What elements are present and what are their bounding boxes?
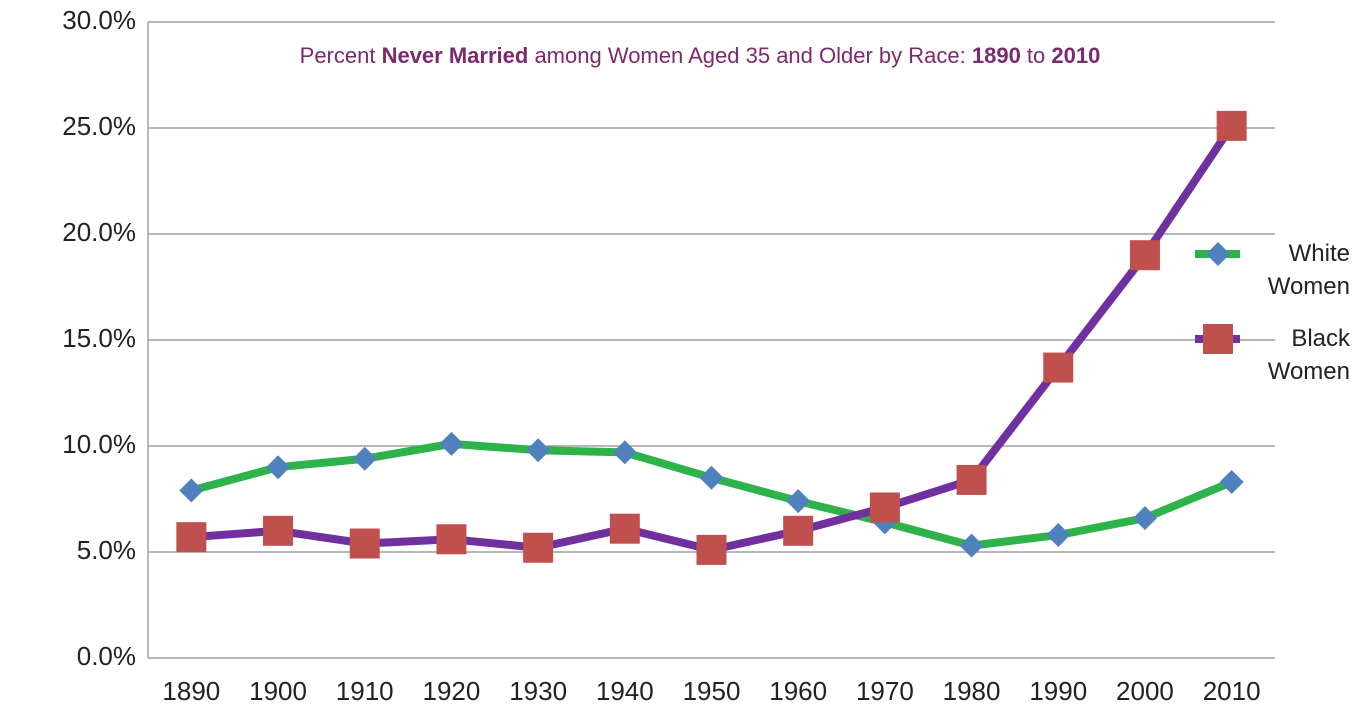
x-tick-label: 1920 bbox=[423, 676, 481, 706]
marker bbox=[699, 465, 724, 490]
title-part: Never Married bbox=[382, 43, 529, 68]
marker bbox=[1046, 523, 1071, 548]
legend-label: Black Women bbox=[1267, 325, 1350, 385]
legend-marker bbox=[1206, 242, 1230, 266]
y-tick-label: 30.0% bbox=[62, 5, 136, 35]
marker bbox=[786, 489, 811, 514]
marker bbox=[176, 522, 207, 553]
x-tick-label: 1980 bbox=[943, 676, 1001, 706]
marker bbox=[869, 492, 900, 523]
y-tick-label: 15.0% bbox=[62, 323, 136, 353]
x-tick-label: 1960 bbox=[769, 676, 827, 706]
marker bbox=[179, 478, 204, 503]
marker bbox=[352, 446, 377, 471]
marker bbox=[266, 455, 291, 480]
x-tick-label: 1970 bbox=[856, 676, 914, 706]
x-tick-label: 1940 bbox=[596, 676, 654, 706]
marker bbox=[1132, 506, 1157, 531]
x-tick-label: 2010 bbox=[1203, 676, 1261, 706]
legend-marker bbox=[1203, 324, 1233, 354]
marker bbox=[526, 438, 551, 463]
marker bbox=[1216, 110, 1247, 141]
y-tick-label: 20.0% bbox=[62, 217, 136, 247]
marker bbox=[956, 464, 987, 495]
marker bbox=[1129, 240, 1160, 271]
title-part: Percent bbox=[300, 43, 382, 68]
x-tick-label: 1890 bbox=[162, 676, 220, 706]
marker bbox=[523, 532, 554, 563]
title-part: to bbox=[1021, 43, 1052, 68]
x-tick-label: 1910 bbox=[336, 676, 394, 706]
title-part: 1890 bbox=[972, 43, 1021, 68]
x-tick-label: 1990 bbox=[1029, 676, 1087, 706]
marker bbox=[696, 534, 727, 565]
marker bbox=[263, 515, 294, 546]
marker bbox=[783, 515, 814, 546]
marker bbox=[349, 528, 380, 559]
marker bbox=[609, 513, 640, 544]
marker bbox=[1219, 470, 1244, 495]
title-part: among Women Aged 35 and Older by Race: bbox=[528, 43, 972, 68]
y-tick-label: 10.0% bbox=[62, 429, 136, 459]
marker bbox=[439, 431, 464, 456]
title-part: 2010 bbox=[1051, 43, 1100, 68]
y-tick-label: 5.0% bbox=[77, 535, 136, 565]
y-tick-label: 25.0% bbox=[62, 111, 136, 141]
x-tick-label: 2000 bbox=[1116, 676, 1174, 706]
legend-label: White Women bbox=[1267, 240, 1350, 300]
x-tick-label: 1930 bbox=[509, 676, 567, 706]
marker bbox=[959, 533, 984, 558]
y-tick-label: 0.0% bbox=[77, 641, 136, 671]
chart-title: Percent Never Married among Women Aged 3… bbox=[300, 43, 1101, 68]
x-tick-label: 1900 bbox=[249, 676, 307, 706]
marker bbox=[436, 524, 467, 555]
marker bbox=[1043, 352, 1074, 383]
series-line bbox=[190, 439, 1234, 550]
marker bbox=[612, 440, 637, 465]
x-tick-label: 1950 bbox=[683, 676, 741, 706]
